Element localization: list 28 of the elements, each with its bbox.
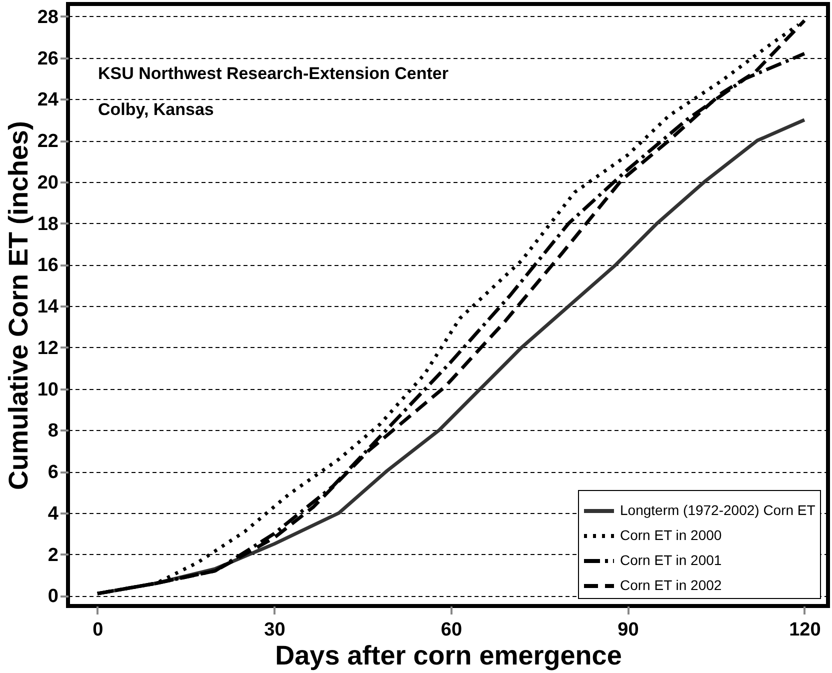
y-tick-label: 22 [37, 131, 58, 152]
y-tick-label: 4 [48, 503, 59, 524]
y-tick-label: 2 [48, 544, 58, 566]
y-tick-label: 12 [37, 338, 58, 359]
y-axis-title: Cumulative Corn ET (inches) [3, 120, 34, 490]
legend-label: Longterm (1972-2002) Corn ET [620, 502, 816, 518]
y-tick-label: 10 [37, 379, 58, 400]
annotation: Colby, Kansas [98, 100, 214, 119]
y-tick-label: 8 [48, 420, 58, 442]
legend-label: Corn ET in 2000 [620, 527, 722, 543]
y-tick-label: 16 [37, 255, 58, 276]
x-axis-title: Days after corn emergence [275, 640, 622, 670]
legend-label: Corn ET in 2002 [620, 577, 722, 593]
y-tick-label: 26 [37, 48, 58, 70]
y-tick-label: 0 [48, 586, 58, 608]
y-tick-label: 6 [48, 462, 58, 484]
x-tick-label: 120 [789, 620, 821, 640]
x-tick-label: 30 [264, 620, 286, 640]
y-tick-label: 14 [37, 296, 59, 318]
y-tick-label: 20 [37, 172, 58, 194]
x-tick-label: 90 [618, 620, 639, 640]
annotation: KSU Northwest Research-Extension Center [98, 64, 449, 83]
legend-label: Corn ET in 2001 [620, 552, 722, 568]
y-tick-label: 18 [37, 214, 58, 235]
x-tick-label: 60 [440, 620, 462, 640]
x-tick-label: 0 [92, 620, 104, 640]
y-tick-label: 24 [37, 90, 59, 111]
y-tick-label: 28 [37, 6, 58, 28]
